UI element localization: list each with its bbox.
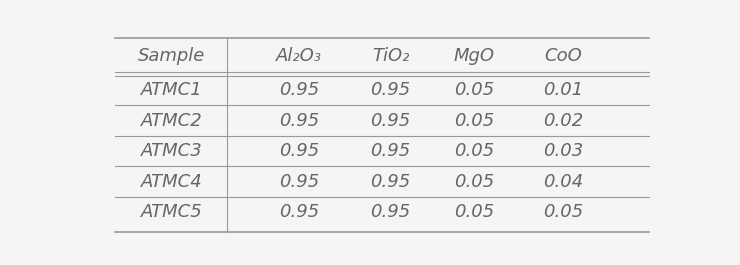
Text: Sample: Sample [138, 47, 205, 65]
Text: 0.95: 0.95 [279, 81, 319, 99]
Text: CoO: CoO [544, 47, 582, 65]
Text: 0.95: 0.95 [371, 81, 411, 99]
Text: 0.95: 0.95 [371, 173, 411, 191]
Text: 0.03: 0.03 [542, 142, 583, 160]
Text: 0.05: 0.05 [454, 112, 494, 130]
Text: 0.05: 0.05 [454, 173, 494, 191]
Text: ATMC5: ATMC5 [141, 203, 202, 221]
Text: 0.95: 0.95 [279, 203, 319, 221]
Text: ATMC1: ATMC1 [141, 81, 202, 99]
Text: 0.05: 0.05 [454, 142, 494, 160]
Text: 0.05: 0.05 [454, 203, 494, 221]
Text: 0.95: 0.95 [279, 142, 319, 160]
Text: TiO₂: TiO₂ [372, 47, 409, 65]
Text: 0.01: 0.01 [542, 81, 583, 99]
Text: MgO: MgO [454, 47, 494, 65]
Text: 0.02: 0.02 [542, 112, 583, 130]
Text: 0.04: 0.04 [542, 173, 583, 191]
Text: 0.95: 0.95 [371, 203, 411, 221]
Text: ATMC2: ATMC2 [141, 112, 202, 130]
Text: 0.05: 0.05 [542, 203, 583, 221]
Text: 0.05: 0.05 [454, 81, 494, 99]
Text: 0.95: 0.95 [279, 112, 319, 130]
Text: 0.95: 0.95 [371, 112, 411, 130]
Text: 0.95: 0.95 [279, 173, 319, 191]
Text: Al₂O₃: Al₂O₃ [276, 47, 322, 65]
Text: 0.95: 0.95 [371, 142, 411, 160]
Text: ATMC4: ATMC4 [141, 173, 202, 191]
Text: ATMC3: ATMC3 [141, 142, 202, 160]
